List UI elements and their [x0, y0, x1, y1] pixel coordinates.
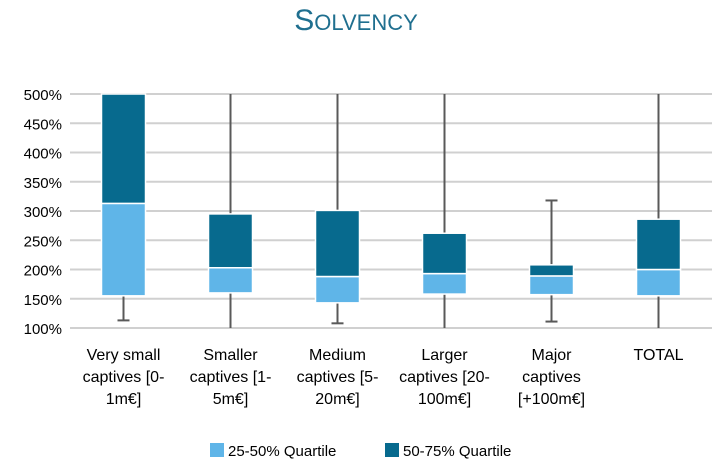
gridlines	[70, 93, 712, 329]
legend-label: 50-75% Quartile	[403, 443, 511, 460]
y-tick-label: 250%	[24, 233, 62, 250]
box-lower-quartile	[207, 266, 254, 294]
box-group	[635, 94, 682, 328]
box-group	[100, 93, 147, 322]
legend-item: 25-50% Quartile	[210, 443, 336, 460]
box-upper-quartile	[100, 93, 147, 205]
box-group	[528, 199, 575, 323]
box-lower-quartile	[421, 272, 468, 295]
legend-swatch	[210, 443, 224, 457]
box-group	[314, 94, 361, 325]
x-category-label: Major captives [+100m€]	[518, 347, 585, 408]
plot-area	[100, 93, 682, 328]
y-tick-label: 350%	[24, 175, 62, 192]
y-tick-label: 200%	[24, 263, 62, 280]
box-lower-quartile	[100, 202, 147, 297]
box-lower-quartile	[314, 275, 361, 304]
box-upper-quartile	[421, 232, 468, 275]
x-category-label: Very small captives [0-1m€]	[83, 347, 165, 408]
box-upper-quartile	[635, 218, 682, 271]
y-tick-label: 450%	[24, 116, 62, 133]
y-tick-label: 500%	[24, 87, 62, 104]
x-category-label: Smaller captives [1-5m€]	[190, 347, 272, 408]
box-upper-quartile	[314, 209, 361, 278]
y-tick-label: 400%	[24, 146, 62, 163]
legend-label: 25-50% Quartile	[228, 443, 336, 460]
y-tick-label: 300%	[24, 204, 62, 221]
legend-item: 50-75% Quartile	[385, 443, 511, 460]
x-category-label: Medium captives [5-20m€]	[297, 347, 379, 408]
y-axis: 100% 150% 200% 250% 300% 350% 400% 450% 500%	[24, 87, 62, 338]
y-tick-label: 100%	[24, 321, 62, 338]
box-lower-quartile	[528, 275, 575, 296]
box-lower-quartile	[635, 268, 682, 297]
x-category-label: TOTAL	[633, 347, 683, 364]
box-upper-quartile	[207, 213, 254, 269]
x-category-label: Larger captives [20-100m€]	[399, 347, 490, 408]
legend: 25-50% Quartile 50-75% Quartile	[210, 443, 511, 460]
box-group	[207, 94, 254, 328]
box-upper-quartile	[528, 264, 575, 277]
chart-title: SOLVENCY	[294, 4, 418, 37]
legend-swatch	[385, 443, 399, 457]
box-group	[421, 94, 468, 328]
x-axis: Very small captives [0-1m€] Smaller captive…	[83, 347, 684, 408]
y-tick-label: 150%	[24, 292, 62, 309]
